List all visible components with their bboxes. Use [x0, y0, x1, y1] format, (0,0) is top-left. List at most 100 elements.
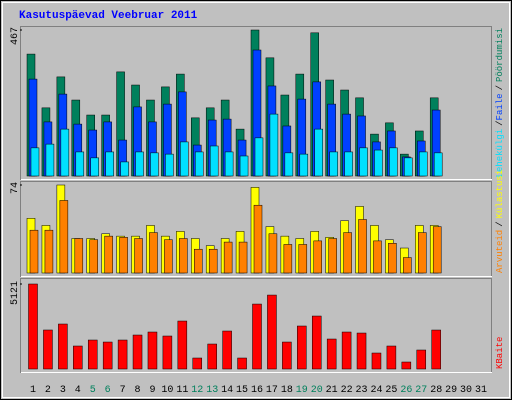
legend: Lehekülgi/Faile/Pöördumisi: [495, 28, 505, 177]
x-tick-label: 21: [326, 385, 338, 396]
bar: [326, 338, 337, 370]
x-tick-label: 18: [281, 385, 293, 396]
bar: [179, 238, 188, 274]
x-tick-label: 9: [149, 385, 155, 396]
x-tick-label: 26: [400, 385, 412, 396]
bar: [328, 238, 337, 274]
x-tick-label: 23: [356, 385, 368, 396]
bar: [313, 240, 322, 274]
legend: KBaite: [495, 337, 505, 369]
bar: [164, 239, 173, 274]
bar: [147, 331, 158, 370]
bar: [45, 143, 55, 177]
bar: [254, 137, 264, 177]
bar: [284, 152, 294, 177]
bar: [149, 232, 158, 274]
bar: [432, 226, 442, 274]
bar: [282, 341, 292, 370]
bar: [329, 151, 338, 177]
x-tick-label: 20: [311, 385, 323, 396]
bar: [253, 204, 263, 274]
bar: [119, 237, 128, 274]
x-tick-label: 24: [370, 385, 382, 396]
x-tick-label: 10: [161, 385, 173, 396]
bar: [252, 303, 262, 370]
bar: [192, 357, 203, 370]
legend-entry: Pöördumisi: [495, 28, 505, 82]
bar: [389, 147, 398, 177]
legend-entry: Faile: [495, 93, 505, 120]
x-tick-label: 15: [236, 385, 248, 396]
bar: [59, 200, 69, 274]
legend-separator: /: [495, 221, 505, 226]
x-tick-label: 4: [75, 385, 81, 396]
bar: [135, 151, 144, 177]
legend-entry: Arvuteid: [495, 230, 505, 273]
bar: [75, 151, 85, 177]
bar: [311, 315, 322, 370]
bar: [388, 243, 397, 274]
legend-entry: KBaite: [495, 337, 505, 369]
x-tick-label: 2: [45, 385, 51, 396]
bar: [297, 325, 307, 370]
bar: [30, 147, 40, 177]
x-tick-label: 12: [191, 385, 203, 396]
bar: [194, 248, 203, 274]
x-tick-label: 8: [135, 385, 141, 396]
bar: [74, 238, 84, 274]
bar: [343, 232, 352, 274]
bar: [431, 329, 441, 370]
bar: [180, 141, 189, 177]
bar: [403, 257, 412, 274]
bar: [298, 244, 308, 274]
bar: [60, 128, 70, 177]
x-tick-label: 30: [460, 385, 472, 396]
bar: [105, 151, 114, 177]
bar: [401, 361, 412, 370]
y-tick-label: 5121: [10, 281, 21, 305]
bar: [120, 161, 129, 177]
legend: Arvuteid / Külastusi: [495, 170, 505, 273]
bar: [134, 238, 143, 274]
x-tick-label: 16: [251, 385, 263, 396]
bar: [344, 151, 353, 177]
bar: [89, 239, 98, 274]
bar: [102, 341, 113, 370]
bar: [222, 330, 232, 370]
bar: [386, 345, 397, 370]
inner-border: [2, 2, 510, 398]
x-tick-label: 11: [176, 385, 188, 396]
bar: [90, 157, 99, 177]
bar: [208, 248, 218, 274]
x-tick-label: 1: [30, 385, 36, 396]
bar: [104, 235, 113, 274]
bar: [117, 339, 128, 370]
bar: [356, 332, 367, 370]
bar: [165, 153, 174, 177]
bar: [207, 343, 217, 370]
bar: [209, 145, 219, 177]
bar: [358, 219, 367, 274]
bar: [237, 357, 247, 370]
x-tick-label: 25: [385, 385, 397, 396]
bar: [268, 233, 278, 274]
chart-title: Kasutuspäevad Veebruar 2011: [19, 10, 198, 22]
bar: [239, 155, 249, 177]
x-tick-label: 19: [296, 385, 308, 396]
x-tick-label: 7: [120, 385, 126, 396]
legend-entry: Lehekülgi: [495, 129, 505, 178]
bar: [177, 320, 188, 370]
bar: [44, 229, 54, 274]
x-tick-label: 3: [60, 385, 66, 396]
bar: [433, 152, 443, 177]
x-tick-label: 6: [105, 385, 111, 396]
bar: [283, 244, 293, 274]
x-tick-label: 5: [90, 385, 96, 396]
x-tick-label: 28: [430, 385, 442, 396]
x-tick-label: 31: [475, 385, 487, 396]
bar: [150, 152, 159, 177]
x-tick-label: 27: [415, 385, 427, 396]
bar: [314, 128, 323, 177]
x-tick-label: 14: [221, 385, 233, 396]
